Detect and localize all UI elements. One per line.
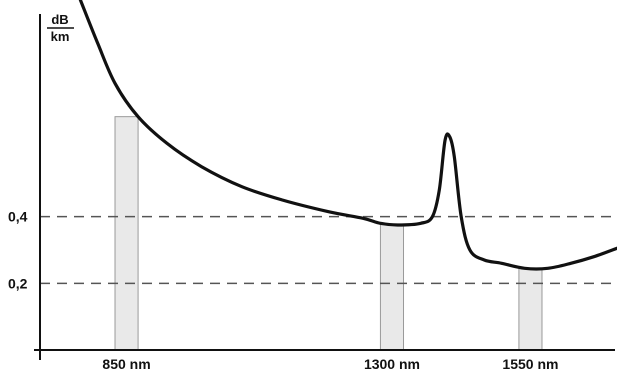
x-tick-label: 1550 nm (502, 356, 558, 372)
attenuation-curve (78, 0, 617, 271)
x-tick-label: 1300 nm (364, 356, 420, 372)
unit-numerator: dB (51, 12, 68, 27)
x-tick-label: 850 nm (102, 356, 150, 372)
unit-label: dB km (47, 12, 74, 44)
window-band-2 (379, 224, 405, 351)
unit-denominator: km (51, 29, 70, 44)
x-tick-labels: 850 nm 1300 nm 1550 nm (102, 356, 558, 372)
attenuation-curve-group (78, 0, 617, 271)
y-tick-label: 0,2 (8, 275, 28, 291)
window-band-1 (114, 116, 139, 351)
window-band-3 (518, 267, 543, 351)
reference-lines (40, 215, 617, 285)
transmission-windows (114, 116, 543, 351)
y-tick-labels: 0,4 0,2 (8, 209, 28, 292)
y-tick-label: 0,4 (8, 209, 28, 225)
